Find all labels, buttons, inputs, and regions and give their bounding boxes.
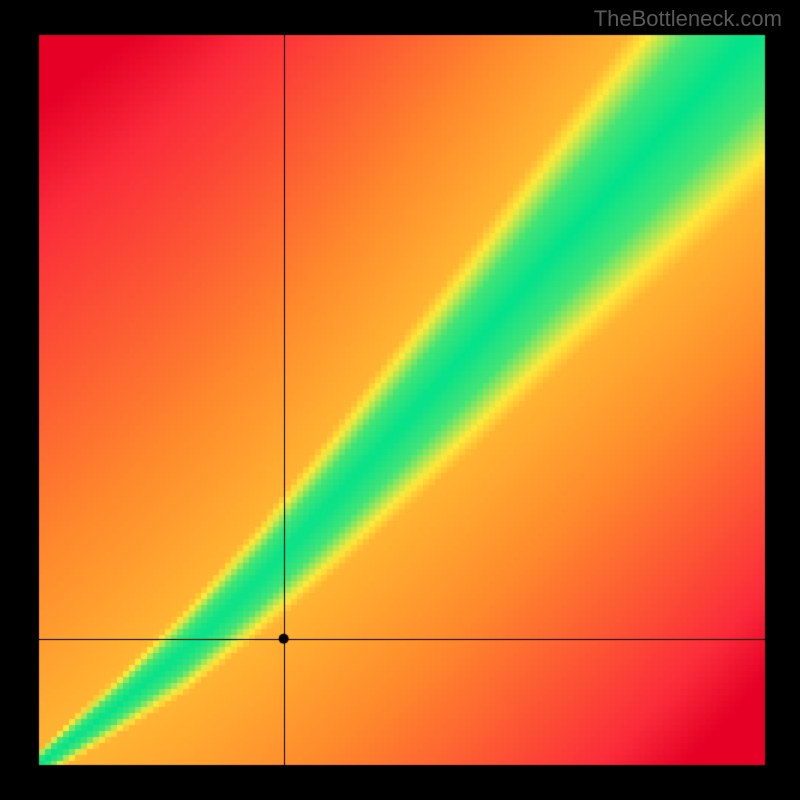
- heatmap-canvas: [0, 0, 800, 800]
- watermark-text: TheBottleneck.com: [594, 6, 782, 32]
- chart-container: TheBottleneck.com: [0, 0, 800, 800]
